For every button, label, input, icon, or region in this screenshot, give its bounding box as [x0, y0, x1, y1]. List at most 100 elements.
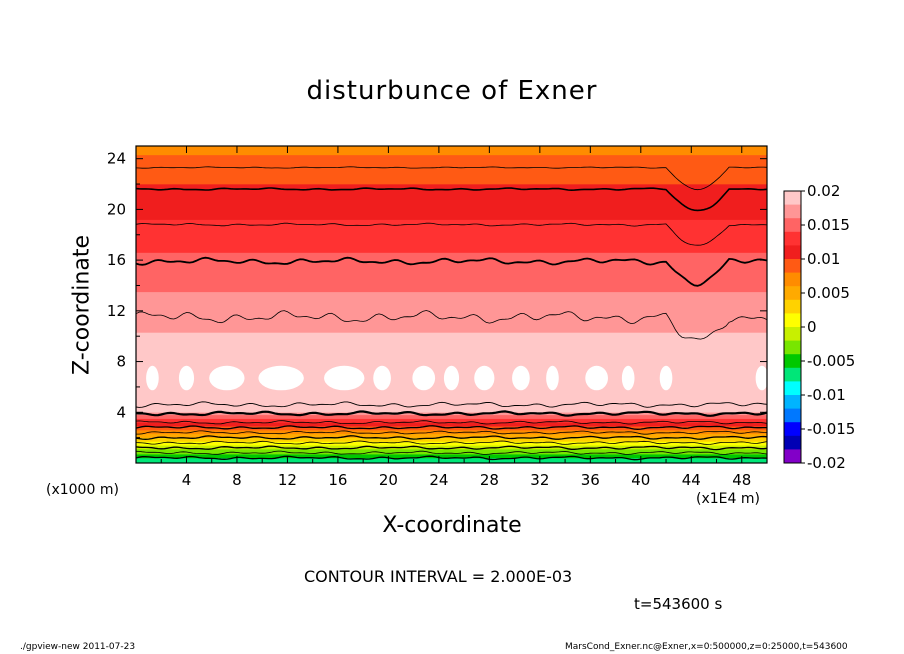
- heatmap-band: [136, 282, 767, 285]
- heatmap-band: [136, 442, 767, 445]
- x-axis-ticks: 4 8 12 16 20 24 28 32 36 40 44 48: [160, 146, 751, 489]
- x-tick-label: 28: [480, 471, 499, 489]
- colorbar-swatch: [784, 299, 801, 314]
- footer-left: ./gpview-new 2011-07-23: [20, 642, 136, 652]
- heatmap-band: [136, 420, 767, 423]
- heatmap-band: [136, 187, 767, 190]
- heatmap-band: [136, 268, 767, 271]
- heatmap-band: [136, 335, 767, 338]
- heatmap-band: [136, 257, 767, 260]
- heatmap-band: [136, 296, 767, 299]
- heatmap-band: [136, 217, 767, 220]
- heatmap-band: [136, 236, 767, 239]
- colorbar-swatch: [784, 422, 801, 437]
- heatmap-band: [136, 455, 767, 457]
- heatmap-band: [136, 277, 767, 280]
- heatmap-band: [136, 207, 767, 210]
- colorbar-swatch: [784, 340, 801, 355]
- x-tick-label: 8: [232, 471, 242, 489]
- heatmap-band: [136, 239, 767, 242]
- chart-title: disturbunce of Exner: [306, 76, 598, 106]
- contour-line: [136, 222, 767, 246]
- contour-line: [136, 256, 767, 287]
- colorbar-label: 0.005: [807, 284, 850, 302]
- heatmap-band: [136, 197, 767, 200]
- heatmap-band: [136, 401, 767, 404]
- heatmap-band: [136, 240, 767, 243]
- heatmap-band: [136, 311, 767, 314]
- heatmap-band: [136, 315, 767, 318]
- heatmap-band: [136, 460, 767, 463]
- colorbar-swatch: [784, 408, 801, 423]
- heatmap-band: [136, 248, 767, 251]
- heatmap-band: [136, 458, 767, 461]
- y-tick-label: 12: [107, 302, 126, 320]
- heatmap-band: [136, 361, 767, 364]
- colorbar-swatch: [784, 259, 801, 274]
- contour-line: [136, 455, 767, 461]
- heatmap-band: [136, 297, 767, 300]
- heatmap-band: [136, 266, 767, 269]
- heatmap-band: [136, 190, 767, 192]
- x-tick-label: 36: [581, 471, 600, 489]
- heatmap-band: [136, 438, 767, 441]
- heatmap-band: [136, 338, 767, 341]
- heatmap-band: [136, 448, 767, 451]
- heatmap-band: [136, 238, 767, 241]
- heatmap-band: [136, 302, 767, 305]
- heatmap-band: [136, 267, 767, 270]
- x-axis-label: X-coordinate: [382, 513, 522, 538]
- heatmap-band: [136, 249, 767, 252]
- heatmap-band: [136, 214, 767, 217]
- contour-line: [136, 187, 767, 212]
- heatmap-band: [136, 437, 767, 440]
- heatmap-band: [136, 405, 767, 408]
- heatmap-band: [136, 294, 767, 296]
- heatmap-band: [136, 224, 767, 227]
- heatmap-band: [136, 301, 767, 304]
- heatmap-band: [136, 245, 767, 248]
- colorbar-label: -0.01: [807, 386, 846, 404]
- heatmap-band: [136, 223, 767, 225]
- heatmap-band: [136, 337, 767, 340]
- heatmap-band: [136, 226, 767, 229]
- heatmap-band: [136, 433, 767, 436]
- heatmap-band: [136, 419, 767, 422]
- heatmap-band: [136, 283, 767, 286]
- heatmap-band: [136, 155, 767, 158]
- heatmap-band: [136, 404, 767, 407]
- colorbar-label: 0.02: [807, 182, 840, 200]
- heatmap-band: [136, 171, 767, 173]
- heatmap-band: [136, 179, 767, 182]
- max-region: [412, 365, 436, 391]
- heatmap-band: [136, 443, 767, 446]
- heatmap-band: [136, 334, 767, 337]
- colorbar-label: 0.015: [807, 216, 850, 234]
- heatmap-band: [136, 195, 767, 198]
- max-region: [585, 365, 608, 391]
- heatmap-band: [136, 273, 767, 276]
- heatmap-band: [136, 346, 767, 348]
- heatmap-band: [136, 308, 767, 310]
- heatmap-band: [136, 152, 767, 154]
- heatmap-band: [136, 204, 767, 206]
- heatmap-band: [136, 209, 767, 211]
- heatmap-band: [136, 231, 767, 234]
- heatmap-band: [136, 434, 767, 437]
- heatmap-band: [136, 182, 767, 185]
- max-region: [209, 365, 245, 391]
- heatmap-band: [136, 159, 767, 162]
- heatmap-band: [136, 235, 767, 238]
- heatmap-band: [136, 321, 767, 324]
- heatmap-band: [136, 150, 767, 153]
- heatmap-band: [136, 300, 767, 303]
- heatmap-band: [136, 146, 767, 149]
- max-region: [324, 365, 365, 391]
- max-region: [474, 365, 495, 391]
- heatmap-band: [136, 192, 767, 195]
- heatmap-band: [136, 316, 767, 319]
- contour-line: [136, 440, 767, 445]
- heatmap-band: [136, 363, 767, 366]
- heatmap-band: [136, 400, 767, 403]
- heatmap-band: [136, 243, 767, 246]
